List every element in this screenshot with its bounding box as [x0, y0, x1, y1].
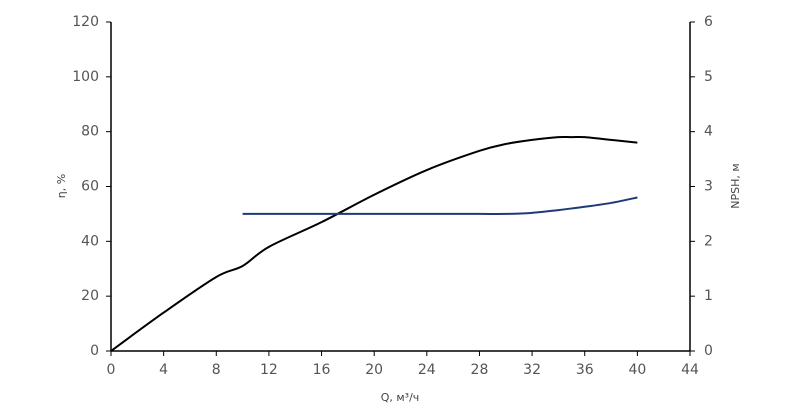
x-tick-label: 28: [471, 362, 489, 378]
x-tick-label: 44: [681, 362, 699, 378]
x-tick-label: 36: [576, 362, 594, 378]
y2-tick-label: 1: [704, 288, 713, 304]
x-tick-label: 8: [212, 362, 221, 378]
y-tick-label: 40: [81, 233, 99, 249]
x-tick-label: 24: [418, 362, 436, 378]
y-tick-label: 0: [90, 343, 99, 359]
x-tick-label: 40: [628, 362, 646, 378]
y2-tick-label: 2: [704, 233, 713, 249]
x-tick-label: 20: [365, 362, 383, 378]
y-tick-label: 120: [72, 14, 99, 30]
y-tick-label: 60: [81, 179, 99, 195]
series-line: [110, 135, 638, 352]
y-tick-label: 20: [81, 288, 99, 304]
y2-tick-label: 0: [704, 343, 713, 359]
y2-tick-label: 4: [704, 124, 713, 140]
y-tick-label: 100: [72, 69, 99, 85]
x-tick-label: 4: [159, 362, 168, 378]
y2-tick-label: 3: [704, 179, 713, 195]
x-tick-label: 32: [523, 362, 541, 378]
x-tick-label: 0: [107, 362, 116, 378]
y2-tick-label: 6: [704, 14, 713, 30]
y-axis-title: η, %: [55, 174, 68, 198]
series-line: [242, 196, 638, 215]
y2-axis-title: NPSH, м: [729, 163, 742, 208]
y-tick-label: 80: [81, 124, 99, 140]
y2-tick-label: 5: [704, 69, 713, 85]
x-tick-label: 16: [313, 362, 331, 378]
x-axis-title: Q, м³/ч: [381, 391, 420, 404]
x-tick-label: 12: [260, 362, 278, 378]
